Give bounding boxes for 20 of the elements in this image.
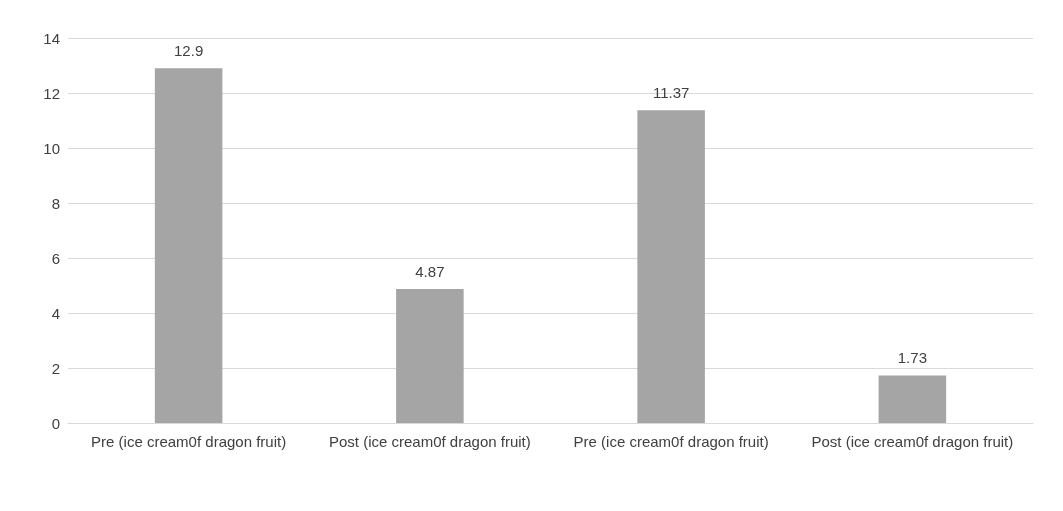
- data-label: 4.87: [415, 263, 445, 281]
- y-tick-label: 2: [51, 359, 60, 377]
- x-tick-label: Post (ice cream0f dragon fruit): [329, 432, 531, 450]
- data-label: 12.9: [174, 42, 204, 60]
- y-tick-label: 8: [51, 194, 60, 212]
- bar: [637, 110, 705, 423]
- x-tick-label: Pre (ice cream0f dragon fruit): [573, 432, 769, 450]
- y-tick-label: 4: [51, 304, 60, 322]
- bar: [396, 289, 464, 423]
- bar: [154, 68, 223, 423]
- y-tick-label: 14: [43, 29, 60, 47]
- x-tick-label: Pre (ice cream0f dragon fruit): [91, 432, 287, 450]
- data-label: 1.73: [897, 349, 927, 367]
- y-tick-label: 10: [43, 139, 60, 157]
- y-tick-label: 0: [51, 414, 60, 432]
- x-tick-label: Post (ice cream0f dragon fruit): [811, 432, 1014, 450]
- bar: [878, 375, 947, 423]
- data-label: 11.37: [652, 84, 690, 102]
- y-tick-label: 6: [51, 249, 60, 267]
- y-tick-label: 12: [43, 84, 60, 102]
